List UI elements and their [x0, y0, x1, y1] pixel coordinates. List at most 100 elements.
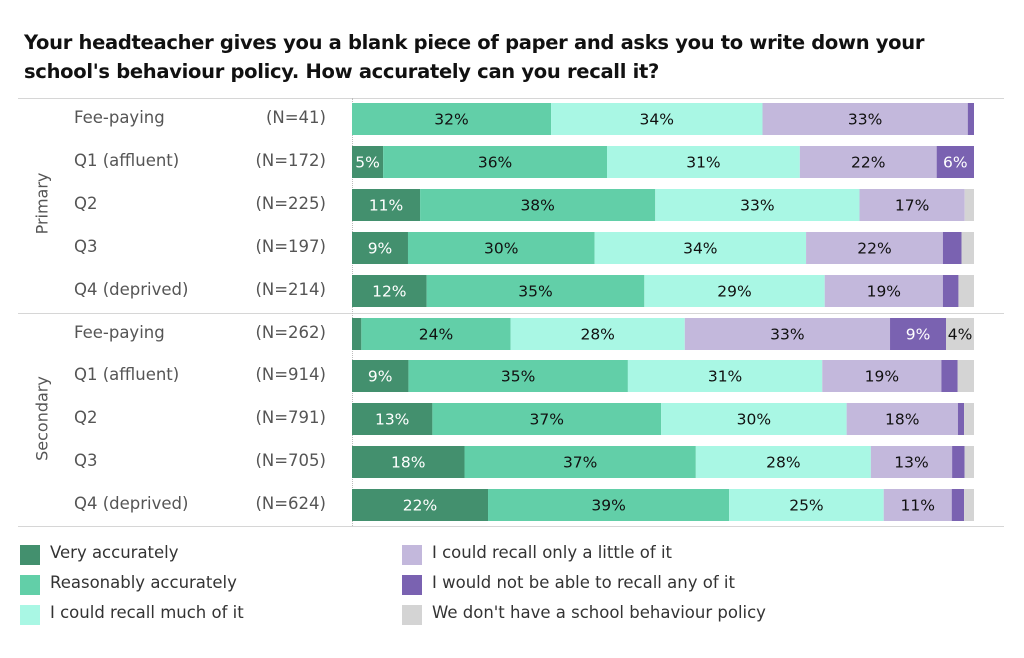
- bar-segment: [352, 275, 427, 307]
- bar-segment: [352, 232, 408, 264]
- bar-segment: [383, 146, 608, 178]
- bar-segment: [824, 275, 943, 307]
- legend-swatch: [402, 575, 422, 595]
- legend-swatch: [20, 605, 40, 625]
- row-label: Q2: [74, 408, 98, 427]
- data-label: 30%: [484, 240, 518, 258]
- row-label: Q3: [74, 451, 98, 470]
- data-label: 17%: [895, 197, 929, 215]
- data-label: 24%: [419, 326, 453, 344]
- bar-segment: [951, 489, 965, 521]
- bar-segment: [684, 318, 891, 350]
- row-label: Q3: [74, 237, 98, 256]
- bar-segment: [870, 446, 953, 478]
- bar-segment: [958, 275, 974, 307]
- data-label: 13%: [894, 454, 928, 472]
- sample-size-label: (N=705): [255, 451, 326, 470]
- bar-segment: [352, 318, 362, 350]
- bar-segment: [426, 275, 645, 307]
- legend-label: I would not be able to recall any of it: [432, 573, 735, 592]
- bar-segment: [964, 489, 974, 521]
- data-label: 39%: [591, 497, 625, 515]
- top-divider: [18, 98, 1004, 99]
- data-label: 36%: [478, 154, 512, 172]
- data-label: 38%: [520, 197, 554, 215]
- legend-label: Very accurately: [50, 543, 179, 562]
- data-label: 31%: [686, 154, 720, 172]
- sample-size-label: (N=214): [255, 280, 326, 299]
- data-label: 28%: [766, 454, 800, 472]
- data-label: 12%: [372, 283, 406, 301]
- data-label: 34%: [683, 240, 717, 258]
- row-label: Fee-paying: [74, 108, 165, 127]
- data-label: 33%: [740, 197, 774, 215]
- row-label: Q1 (affluent): [74, 151, 180, 170]
- bar-segment: [464, 446, 696, 478]
- bar-segment: [695, 446, 871, 478]
- legend-swatch: [402, 605, 422, 625]
- data-label: 5%: [355, 154, 380, 172]
- bar-segment: [432, 403, 662, 435]
- bar-segment: [799, 146, 937, 178]
- data-label: 28%: [580, 326, 614, 344]
- data-label: 30%: [737, 411, 771, 429]
- bar-segment: [352, 403, 433, 435]
- data-label: 6%: [943, 154, 968, 172]
- sample-size-label: (N=624): [255, 494, 326, 513]
- sample-size-label: (N=914): [255, 365, 326, 384]
- bar-segment: [942, 275, 959, 307]
- data-label: 22%: [851, 154, 885, 172]
- bottom-divider: [18, 526, 1004, 527]
- sample-size-label: (N=172): [255, 151, 326, 170]
- data-label: 11%: [901, 497, 935, 515]
- bar-segment: [655, 189, 860, 221]
- bar-segment: [352, 489, 489, 521]
- data-label: 37%: [530, 411, 564, 429]
- bar-segment: [352, 360, 409, 392]
- bar-segment: [510, 318, 685, 350]
- bar-segment: [352, 146, 384, 178]
- zero-axis-line: [352, 98, 353, 526]
- bar-segment: [942, 232, 962, 264]
- data-label: 18%: [885, 411, 919, 429]
- bar-segment: [961, 232, 974, 264]
- legend-label: I could recall only a little of it: [432, 543, 672, 562]
- bar-segment: [607, 146, 800, 178]
- bar-segment: [859, 189, 965, 221]
- sample-size-label: (N=262): [255, 323, 326, 342]
- bar-segment: [946, 318, 974, 350]
- data-label: 22%: [857, 240, 891, 258]
- chart-title: Your headteacher gives you a blank piece…: [24, 31, 925, 83]
- row-label: Q4 (deprived): [74, 280, 189, 299]
- row-label: Q4 (deprived): [74, 494, 189, 513]
- data-label: 32%: [434, 111, 468, 129]
- legend-label: I could recall much of it: [50, 603, 244, 622]
- data-label: 4%: [948, 326, 973, 344]
- bar-segment: [806, 232, 943, 264]
- bar-segment: [661, 403, 847, 435]
- legend-swatch: [402, 545, 422, 565]
- bar-segment: [407, 232, 595, 264]
- data-label: 33%: [770, 326, 804, 344]
- legend-swatch: [20, 545, 40, 565]
- bar-segment: [936, 146, 974, 178]
- bar-segment: [352, 446, 465, 478]
- bar-segment: [964, 446, 974, 478]
- legend-label: We don't have a school behaviour policy: [432, 603, 766, 622]
- data-label: 33%: [848, 111, 882, 129]
- sample-size-label: (N=791): [255, 408, 326, 427]
- bar-segment: [957, 360, 974, 392]
- bar-segment: [822, 360, 942, 392]
- bar-segment: [967, 103, 974, 135]
- data-label: 9%: [368, 368, 393, 386]
- data-label: 18%: [391, 454, 425, 472]
- bar-segment: [594, 232, 807, 264]
- bar-segment: [762, 103, 968, 135]
- bar-segment: [957, 403, 965, 435]
- sample-size-label: (N=225): [255, 194, 326, 213]
- bar-segment: [941, 360, 958, 392]
- data-label: 31%: [708, 368, 742, 386]
- bar-segment: [420, 189, 656, 221]
- data-label: 37%: [563, 454, 597, 472]
- bar-segment: [644, 275, 825, 307]
